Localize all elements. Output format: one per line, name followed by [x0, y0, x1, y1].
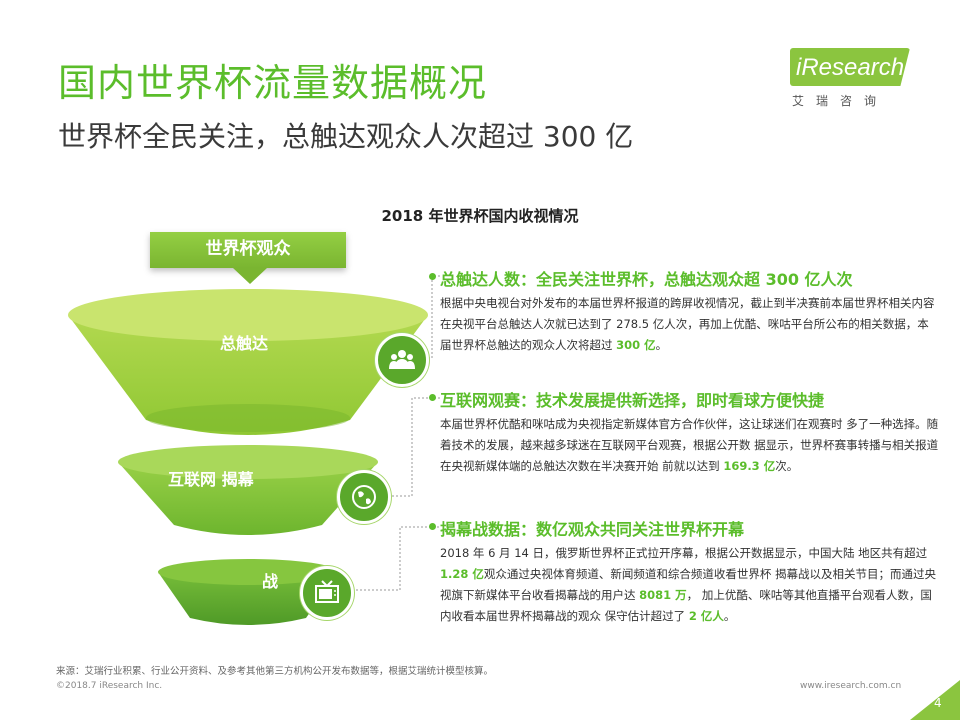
funnel-tier-2-top [118, 445, 378, 479]
highlight-value: 1.28 亿 [440, 567, 484, 581]
section-internet: 互联网观赛：技术发展提供新选择，即时看球方便快捷 本届世界杯优酷和咪咕成为央视指… [429, 387, 940, 477]
highlight-value: 8081 万 [639, 588, 687, 602]
body-text: 次。 [775, 459, 799, 473]
funnel-label-3: 战 [262, 572, 279, 591]
body-text: ， 加上优酷、咪咕等其他直播平台观看人数，国内收看本届世界杯揭幕战的观众 保守估… [440, 588, 932, 623]
page-title: 国内世界杯流量数据概况 [58, 61, 488, 105]
section-heading: 互联网观赛：技术发展提供新选择，即时看球方便快捷 [429, 387, 940, 411]
page-number: 4 [934, 696, 942, 710]
highlight-value: 300 亿 [616, 338, 656, 352]
body-text: 2018 年 6 月 14 日，俄罗斯世界杯正式拉开序幕，根据公开数据显示，中国… [440, 546, 928, 560]
body-text: 根据中央电视台对外发布的本届世界杯报道的跨屏收视情况，截止到半决赛前本届世界杯相… [440, 296, 935, 352]
audience-arrow [233, 268, 267, 284]
funnel-label-1: 总触达 [220, 334, 269, 353]
logo-banner [790, 48, 910, 86]
body-text: 本届世界杯优酷和咪咕成为央视指定新媒体官方合作伙伴，这让球迷们在观赛时 多了一种… [440, 417, 939, 473]
body-text: 。 [723, 609, 736, 623]
tv-icon [300, 566, 354, 620]
section-body: 2018 年 6 月 14 日，俄罗斯世界杯正式拉开序幕，根据公开数据显示，中国… [440, 543, 940, 627]
copyright: ©2018.7 iResearch Inc. [56, 681, 163, 691]
body-text: 。 [655, 338, 668, 352]
connector-2 [388, 397, 440, 497]
logo-brand: iResearch [796, 54, 905, 81]
section-body: 本届世界杯优酷和咪咕成为央视指定新媒体官方合作伙伴，这让球迷们在观赛时 多了一种… [440, 414, 940, 477]
logo-cn: 艾瑞咨询 [792, 94, 889, 108]
website-link[interactable]: www.iresearch.com.cn [800, 681, 902, 691]
highlight-value: 169.3 亿 [723, 459, 776, 473]
people-icon [375, 333, 429, 387]
section-total-reach: 总触达人数：全民关注世界杯，总触达观众超 300 亿人次 根据中央电视台对外发布… [429, 266, 940, 356]
connector-3 [348, 526, 440, 591]
funnel-tier-1-bottom [146, 404, 350, 432]
section-body: 根据中央电视台对外发布的本届世界杯报道的跨屏收视情况，截止到半决赛前本届世界杯相… [440, 293, 940, 356]
funnel-tier-3-top [158, 559, 338, 585]
section-heading: 总触达人数：全民关注世界杯，总触达观众超 300 亿人次 [429, 266, 940, 290]
audience-label: 世界杯观众 [150, 232, 346, 268]
section-opening-match: 揭幕战数据：数亿观众共同关注世界杯开幕 2018 年 6 月 14 日，俄罗斯世… [429, 516, 940, 627]
page-subtitle: 世界杯全民关注，总触达观众人次超过 300 亿 [58, 120, 634, 153]
chart-title: 2018 年世界杯国内收视情况 [381, 207, 579, 225]
highlight-value: 2 亿人 [688, 609, 724, 623]
source-footnote: 来源：艾瑞行业积累、行业公开资料、及参考其他第三方机构公开发布数据等，根据艾瑞统… [56, 666, 494, 677]
section-heading: 揭幕战数据：数亿观众共同关注世界杯开幕 [429, 516, 940, 540]
body-text: 观众通过央视体育频道、新闻频道和综合频道收看世界杯 揭幕战以及相关节目；而通过央… [440, 567, 937, 602]
globe-icon [337, 470, 391, 524]
iresearch-logo: iResearch 艾瑞咨询 [790, 48, 920, 110]
funnel-tier-1-top [68, 289, 428, 341]
funnel-label-2: 互联网 揭幕 [168, 470, 254, 489]
